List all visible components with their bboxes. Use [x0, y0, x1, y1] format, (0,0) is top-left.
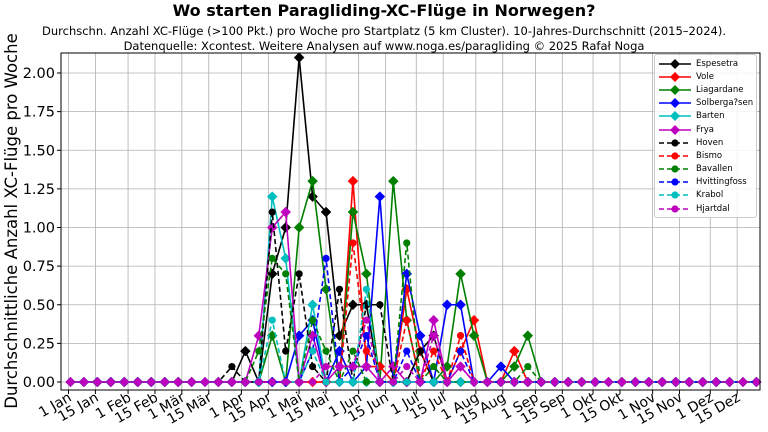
- legend-label: Bavallen: [696, 164, 733, 175]
- legend-item: Krabol: [655, 189, 756, 202]
- y-tick-label: 0.50: [23, 298, 55, 314]
- diamond-marker-icon: [659, 84, 691, 95]
- legend-label: Barten: [696, 111, 725, 122]
- y-tick-label: 1.50: [23, 143, 55, 159]
- diamond-marker-icon: [659, 58, 691, 69]
- series-hjartdal: [66, 316, 761, 386]
- y-tick-label: 0.25: [23, 336, 55, 352]
- legend-label: Solberga?sen: [696, 98, 754, 109]
- series-bavallen: [66, 239, 761, 386]
- y-tick-label: 0.00: [23, 375, 55, 391]
- legend-label: Hvittingfoss: [696, 177, 747, 188]
- legend-item: Barten: [655, 110, 756, 123]
- y-axis-label: Durchschnittliche Anzahl XC-Flüge pro Wo…: [2, 33, 21, 408]
- series-frya: [65, 206, 762, 388]
- chart-legend: Espesetra Vole Liagardane Solberga?sen Barte…: [654, 54, 757, 219]
- y-tick-label: 1.00: [23, 221, 55, 237]
- circle-marker-icon: [659, 139, 691, 147]
- legend-label: Hjartdal: [696, 203, 730, 214]
- chart-title: Wo starten Paragliding-XC-Flüge in Norwe…: [172, 1, 596, 20]
- y-tick-label: 2.00: [23, 66, 55, 82]
- legend-item: Bismo: [655, 149, 756, 162]
- legend-label: Bismo: [696, 150, 723, 161]
- series-barten: [65, 191, 762, 388]
- circle-marker-icon: [659, 205, 691, 213]
- y-axis-ticks: 0.00 0.25 0.50 0.75 1.00 1.25 1.50 1.75 2.00: [23, 66, 61, 391]
- legend-label: Krabol: [696, 190, 724, 201]
- chart-subtitle: Durchschn. Anzahl XC-Flüge (>100 Pkt.) p…: [42, 24, 726, 38]
- legend-item: Hvittingfoss: [655, 176, 756, 189]
- circle-marker-icon: [659, 178, 691, 186]
- series-krabol: [66, 285, 761, 386]
- diamond-marker-icon: [659, 111, 691, 122]
- legend-item: Hjartdal: [655, 202, 756, 215]
- data-series: [65, 52, 762, 388]
- legend-label: Frya: [696, 124, 715, 135]
- series-hoven: [66, 208, 761, 386]
- plot-frame: [60, 52, 761, 391]
- legend-item: Frya: [655, 123, 756, 136]
- y-tick-label: 1.25: [23, 182, 55, 198]
- legend-item: Liagardane: [655, 83, 756, 96]
- legend-item: Solberga?sen: [655, 97, 756, 110]
- chart-source-note: Datenquelle: Xcontest. Weitere Analysen …: [123, 39, 645, 53]
- series-solberga-sen: [65, 191, 762, 388]
- legend-label: Liagardane: [696, 84, 744, 95]
- y-tick-label: 1.75: [23, 105, 55, 121]
- diamond-marker-icon: [659, 71, 691, 82]
- legend-label: Espesetra: [696, 58, 739, 69]
- legend-label: Hoven: [696, 137, 724, 148]
- legend-label: Vole: [696, 71, 714, 82]
- diamond-marker-icon: [659, 124, 691, 135]
- circle-marker-icon: [659, 191, 691, 200]
- y-tick-label: 0.75: [23, 259, 55, 275]
- circle-marker-icon: [659, 152, 691, 160]
- legend-item: Hoven: [655, 136, 756, 149]
- legend-item: Vole: [655, 70, 756, 83]
- legend-item: Bavallen: [655, 163, 756, 176]
- diamond-marker-icon: [659, 98, 691, 109]
- legend-item: Espesetra: [655, 57, 756, 70]
- circle-marker-icon: [659, 165, 691, 173]
